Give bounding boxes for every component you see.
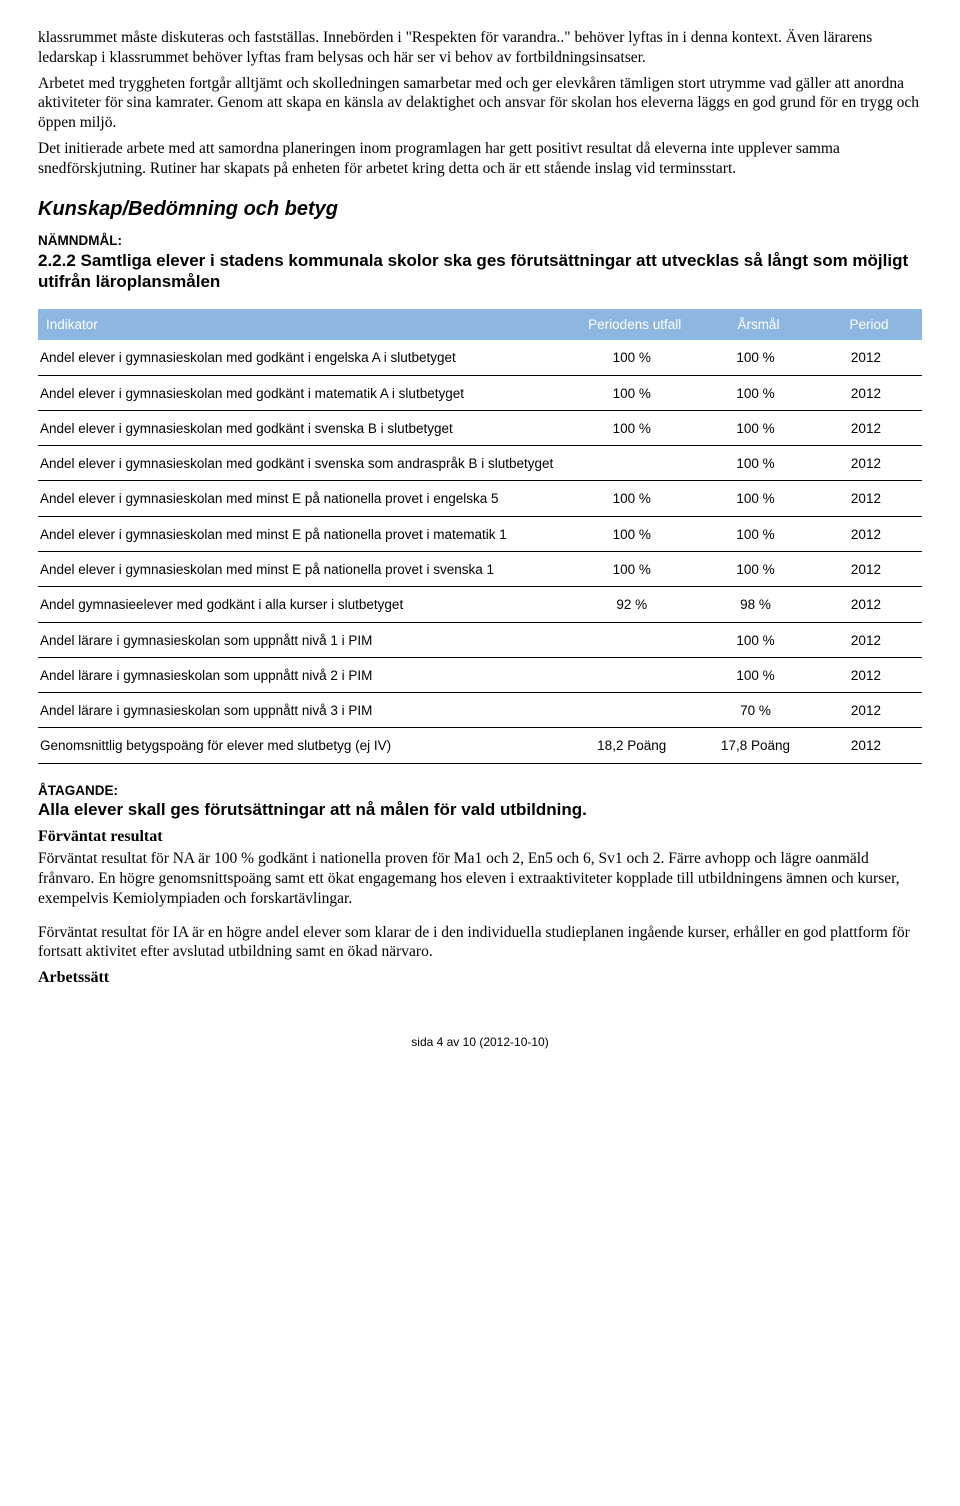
cell-arsmal: 70 % [701, 693, 816, 728]
indicator-table: Indikator Periodens utfall Årsmål Period… [38, 309, 922, 763]
cell-period: 2012 [816, 446, 922, 481]
cell-period: 2012 [816, 552, 922, 587]
cell-period: 2012 [816, 481, 922, 516]
cell-indicator: Andel lärare i gymnasieskolan som uppnåt… [38, 622, 568, 657]
cell-arsmal: 100 % [701, 622, 816, 657]
cell-utfall [568, 657, 701, 692]
cell-arsmal: 100 % [701, 340, 816, 375]
cell-utfall [568, 446, 701, 481]
table-row: Andel elever i gymnasieskolan med godkän… [38, 340, 922, 375]
cell-period: 2012 [816, 657, 922, 692]
cell-arsmal: 100 % [701, 481, 816, 516]
cell-period: 2012 [816, 516, 922, 551]
body-paragraph-3: Det initierade arbete med att samordna p… [38, 139, 922, 179]
forvantat-heading: Förväntat resultat [38, 827, 922, 847]
body-paragraph-2: Arbetet med tryggheten fortgår alltjämt … [38, 74, 922, 133]
cell-period: 2012 [816, 693, 922, 728]
cell-utfall: 92 % [568, 587, 701, 622]
cell-utfall: 100 % [568, 481, 701, 516]
cell-period: 2012 [816, 410, 922, 445]
cell-indicator: Andel elever i gymnasieskolan med minst … [38, 552, 568, 587]
cell-arsmal: 100 % [701, 657, 816, 692]
cell-indicator: Andel lärare i gymnasieskolan som uppnåt… [38, 657, 568, 692]
cell-arsmal: 100 % [701, 516, 816, 551]
cell-utfall: 100 % [568, 516, 701, 551]
cell-utfall [568, 693, 701, 728]
cell-indicator: Andel elever i gymnasieskolan med godkän… [38, 375, 568, 410]
cell-utfall: 100 % [568, 375, 701, 410]
cell-indicator: Andel elever i gymnasieskolan med minst … [38, 481, 568, 516]
section-title-kunskap: Kunskap/Bedömning och betyg [38, 197, 922, 223]
th-period: Period [816, 309, 922, 340]
forvantat-paragraph-2: Förväntat resultat för IA är en högre an… [38, 923, 922, 963]
cell-indicator: Andel elever i gymnasieskolan med godkän… [38, 446, 568, 481]
cell-indicator: Andel lärare i gymnasieskolan som uppnåt… [38, 693, 568, 728]
th-utfall: Periodens utfall [568, 309, 701, 340]
cell-utfall: 100 % [568, 410, 701, 445]
th-indicator: Indikator [38, 309, 568, 340]
table-row: Andel elever i gymnasieskolan med minst … [38, 552, 922, 587]
table-row: Andel elever i gymnasieskolan med minst … [38, 516, 922, 551]
cell-utfall: 18,2 Poäng [568, 728, 701, 763]
cell-period: 2012 [816, 340, 922, 375]
cell-arsmal: 100 % [701, 375, 816, 410]
cell-period: 2012 [816, 622, 922, 657]
table-row: Andel elever i gymnasieskolan med godkän… [38, 375, 922, 410]
cell-indicator: Genomsnittlig betygspoäng för elever med… [38, 728, 568, 763]
cell-arsmal: 98 % [701, 587, 816, 622]
cell-arsmal: 100 % [701, 410, 816, 445]
cell-utfall [568, 622, 701, 657]
table-row: Genomsnittlig betygspoäng för elever med… [38, 728, 922, 763]
forvantat-paragraph-1: Förväntat resultat för NA är 100 % godkä… [38, 849, 922, 908]
table-row: Andel elever i gymnasieskolan med godkän… [38, 410, 922, 445]
table-row: Andel lärare i gymnasieskolan som uppnåt… [38, 657, 922, 692]
arbetssatt-heading: Arbetssätt [38, 968, 922, 988]
th-arsmal: Årsmål [701, 309, 816, 340]
table-row: Andel gymnasieelever med godkänt i alla … [38, 587, 922, 622]
page-footer: sida 4 av 10 (2012-10-10) [38, 1035, 922, 1050]
cell-indicator: Andel gymnasieelever med godkänt i alla … [38, 587, 568, 622]
table-header-row: Indikator Periodens utfall Årsmål Period [38, 309, 922, 340]
goal-title: 2.2.2 Samtliga elever i stadens kommunal… [38, 250, 922, 294]
cell-arsmal: 100 % [701, 552, 816, 587]
cell-indicator: Andel elever i gymnasieskolan med godkän… [38, 340, 568, 375]
table-row: Andel lärare i gymnasieskolan som uppnåt… [38, 693, 922, 728]
cell-arsmal: 17,8 Poäng [701, 728, 816, 763]
cell-period: 2012 [816, 375, 922, 410]
table-row: Andel elever i gymnasieskolan med minst … [38, 481, 922, 516]
table-row: Andel elever i gymnasieskolan med godkän… [38, 446, 922, 481]
cell-utfall: 100 % [568, 552, 701, 587]
cell-indicator: Andel elever i gymnasieskolan med godkän… [38, 410, 568, 445]
cell-utfall: 100 % [568, 340, 701, 375]
cell-period: 2012 [816, 587, 922, 622]
atagande-title: Alla elever skall ges förutsättningar at… [38, 799, 922, 821]
cell-arsmal: 100 % [701, 446, 816, 481]
body-paragraph-1: klassrummet måste diskuteras och faststä… [38, 28, 922, 68]
namndmal-label: NÄMNDMÅL: [38, 232, 922, 249]
cell-indicator: Andel elever i gymnasieskolan med minst … [38, 516, 568, 551]
atagande-label: ÅTAGANDE: [38, 782, 922, 799]
cell-period: 2012 [816, 728, 922, 763]
table-row: Andel lärare i gymnasieskolan som uppnåt… [38, 622, 922, 657]
